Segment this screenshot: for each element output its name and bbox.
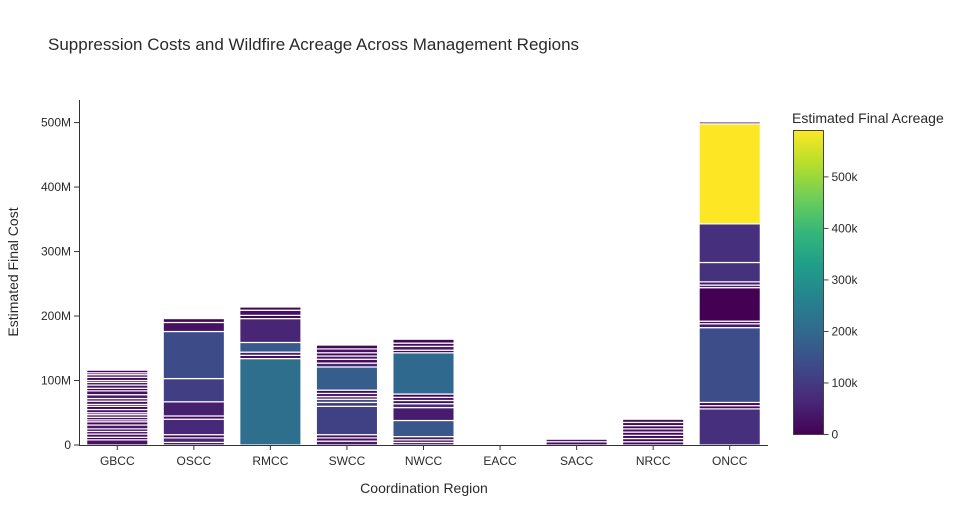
x-tick-label: EACC [483,454,517,468]
x-tick-label: RMCC [252,454,288,468]
chart-title: Suppression Costs and Wildfire Acreage A… [48,35,579,54]
colorbar-tick-label: 400k [832,221,859,235]
bar-segment-rmcc-0[interactable] [239,357,302,446]
colorbar-title: Estimated Final Acreage [792,110,944,126]
y-tick-label: 200M [41,309,71,323]
x-tick-label: ONCC [712,454,748,468]
x-axis-ticks: GBCC OSCC RMCC SWCC NWCC EACC SACC NRCC ONCC [100,445,748,468]
y-axis-title: Estimated Final Cost [5,207,21,336]
bar-segment-oscc-8[interactable] [162,321,226,333]
y-tick-label: 0 [64,438,71,452]
x-tick-label: SACC [560,454,594,468]
x-tick-label: SWCC [329,454,366,468]
bar-segment-swcc-9[interactable] [315,366,379,391]
y-tick-label: 300M [41,245,71,259]
colorbar-gradient [793,130,824,435]
bar-segment-nwcc-3[interactable] [392,419,455,438]
x-tick-label: GBCC [100,454,135,468]
colorbar-tick-label: 200k [832,324,859,338]
bar-segment-rmcc-4[interactable] [239,318,302,344]
x-tick-label: OSCC [176,454,211,468]
bar-segment-nwcc-13[interactable] [392,338,455,344]
x-tick-label: NRCC [636,454,671,468]
bar-segment-oscc-6[interactable] [162,377,226,403]
colorbar-ticks: 0 100k 200k 300k 400k 500k [823,170,859,442]
x-tick-label: NWCC [405,454,443,468]
bar-segment-gbcc-25[interactable] [86,369,149,374]
bar-segment-oncc-12[interactable] [698,121,761,125]
bar-segment-oncc-0[interactable] [698,408,761,446]
y-tick-label: 100M [41,374,71,388]
bar-segment-oscc-9[interactable] [162,318,226,324]
bar-segment-oncc-11[interactable] [698,123,761,225]
bar-segment-gbcc-0[interactable] [86,439,149,446]
bar-segment-nwcc-9[interactable] [392,352,455,395]
bar-segment-oncc-3[interactable] [698,327,761,404]
plot-area [86,121,761,446]
bar-segment-oncc-6[interactable] [698,287,761,322]
bar-segment-sacc-1[interactable] [545,438,608,443]
bar-segment-rmcc-3[interactable] [239,341,302,353]
y-tick-label: 400M [41,180,71,194]
y-tick-label: 500M [41,116,71,130]
bar-segment-oncc-10[interactable] [698,223,761,264]
bar-segment-oncc-9[interactable] [698,261,761,283]
bar-segment-swcc-15[interactable] [315,344,379,350]
bar-segment-eacc-0[interactable] [468,443,532,446]
colorbar-tick-label: 300k [832,273,859,287]
bar-segment-rmcc-6[interactable] [239,309,302,316]
colorbar-tick-label: 0 [832,428,839,442]
bar-segment-nrcc-7[interactable] [621,418,685,424]
bar-segment-swcc-3[interactable] [315,405,379,436]
bar-segment-oscc-5[interactable] [162,401,226,417]
y-axis-ticks: 0 100M 200M 300M 400M 500M [41,116,79,452]
bar-segment-oscc-3[interactable] [162,418,226,436]
colorbar: Estimated Final Acreage 0 100k 200k 300k 400… [792,110,944,442]
x-axis-title: Coordination Region [360,480,488,496]
bar-segment-nwcc-4[interactable] [392,407,455,422]
bar-segment-oscc-1[interactable] [162,437,226,444]
bar-segment-oscc-7[interactable] [162,330,226,380]
colorbar-tick-label: 500k [832,170,859,184]
colorbar-tick-label: 100k [832,376,859,390]
bar-segment-rmcc-7[interactable] [239,306,302,311]
